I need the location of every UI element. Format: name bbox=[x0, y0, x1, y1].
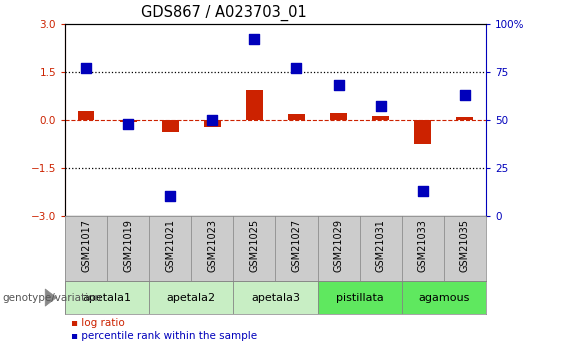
Text: apetala1: apetala1 bbox=[82, 293, 132, 303]
Bar bbox=[246, 90, 263, 120]
Point bbox=[376, 104, 385, 109]
Text: GSM21025: GSM21025 bbox=[249, 219, 259, 272]
Text: pistillata: pistillata bbox=[336, 293, 384, 303]
Text: GSM21029: GSM21029 bbox=[333, 219, 344, 272]
Bar bbox=[372, 116, 389, 120]
Text: GSM21035: GSM21035 bbox=[460, 219, 470, 272]
Bar bbox=[162, 120, 179, 132]
Text: ▪ percentile rank within the sample: ▪ percentile rank within the sample bbox=[71, 332, 257, 341]
Text: apetala2: apetala2 bbox=[167, 293, 216, 303]
Bar bbox=[149, 281, 233, 314]
Point bbox=[208, 117, 217, 122]
Bar bbox=[288, 114, 305, 120]
Point bbox=[81, 66, 90, 71]
Bar bbox=[65, 281, 149, 314]
Point bbox=[250, 37, 259, 42]
Point bbox=[292, 66, 301, 71]
Bar bbox=[457, 117, 473, 120]
Bar bbox=[204, 120, 221, 127]
Bar bbox=[120, 120, 137, 122]
Bar bbox=[77, 111, 94, 120]
Text: apetala3: apetala3 bbox=[251, 293, 300, 303]
Bar bbox=[233, 281, 318, 314]
Bar bbox=[402, 281, 486, 314]
Point bbox=[124, 121, 133, 127]
Text: GSM21021: GSM21021 bbox=[165, 219, 175, 272]
Text: ▪ log ratio: ▪ log ratio bbox=[71, 318, 124, 327]
Point bbox=[460, 92, 470, 98]
Text: GSM21033: GSM21033 bbox=[418, 219, 428, 272]
Point bbox=[418, 188, 427, 194]
Text: genotype/variation: genotype/variation bbox=[3, 293, 102, 303]
Text: GSM21027: GSM21027 bbox=[292, 219, 302, 272]
Text: GSM21019: GSM21019 bbox=[123, 219, 133, 272]
Text: agamous: agamous bbox=[418, 293, 470, 303]
Point bbox=[166, 194, 175, 199]
Text: GDS867 / A023703_01: GDS867 / A023703_01 bbox=[141, 5, 306, 21]
Text: GSM21023: GSM21023 bbox=[207, 219, 218, 272]
Text: GSM21031: GSM21031 bbox=[376, 219, 386, 272]
Text: GSM21017: GSM21017 bbox=[81, 219, 91, 272]
Bar bbox=[414, 120, 431, 144]
Bar bbox=[318, 281, 402, 314]
Bar bbox=[330, 113, 347, 120]
Point bbox=[334, 83, 343, 88]
